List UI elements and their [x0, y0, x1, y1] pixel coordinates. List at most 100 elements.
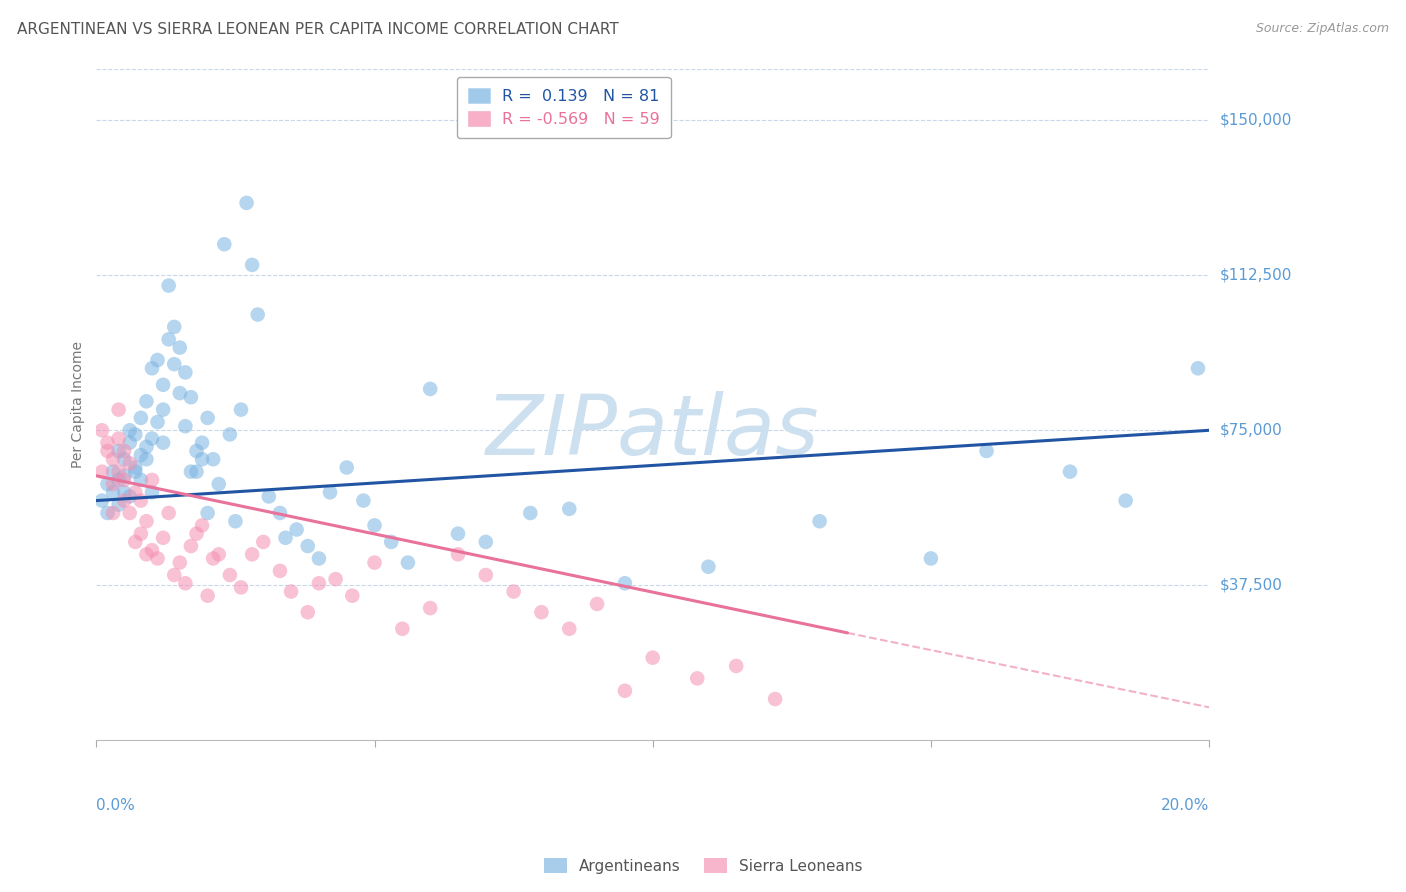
Point [447, 547, 470, 561]
Point [141, 473, 163, 487]
Point [224, 514, 246, 528]
Point [169, 341, 191, 355]
Point [269, 564, 291, 578]
Legend: Argentineans, Sierra Leoneans: Argentineans, Sierra Leoneans [537, 852, 869, 880]
Point [1187, 361, 1209, 376]
Point [101, 506, 124, 520]
Point [180, 390, 202, 404]
Point [808, 514, 831, 528]
Point [274, 531, 297, 545]
Point [135, 440, 157, 454]
Point [163, 320, 186, 334]
Point [252, 535, 274, 549]
Point [229, 581, 252, 595]
Point [129, 410, 152, 425]
Point [725, 659, 748, 673]
Text: 0.0%: 0.0% [97, 798, 135, 814]
Point [107, 498, 129, 512]
Point [152, 402, 174, 417]
Point [235, 195, 257, 210]
Point [101, 477, 124, 491]
Point [419, 382, 441, 396]
Point [112, 452, 135, 467]
Point [169, 386, 191, 401]
Point [101, 452, 124, 467]
Point [308, 576, 330, 591]
Point [218, 427, 240, 442]
Point [342, 589, 364, 603]
Point [280, 584, 302, 599]
Point [101, 465, 124, 479]
Point [90, 465, 112, 479]
Text: 20.0%: 20.0% [1161, 798, 1209, 814]
Point [502, 584, 524, 599]
Point [336, 460, 359, 475]
Point [1115, 493, 1137, 508]
Text: Source: ZipAtlas.com: Source: ZipAtlas.com [1256, 22, 1389, 36]
Point [135, 394, 157, 409]
Point [112, 485, 135, 500]
Point [152, 531, 174, 545]
Point [325, 572, 347, 586]
Point [586, 597, 609, 611]
Point [363, 556, 385, 570]
Point [352, 493, 374, 508]
Point [920, 551, 942, 566]
Point [141, 361, 163, 376]
Point [180, 465, 202, 479]
Point [135, 514, 157, 528]
Point [118, 423, 141, 437]
Point [197, 506, 219, 520]
Point [319, 485, 342, 500]
Point [107, 432, 129, 446]
Text: ARGENTINEAN VS SIERRA LEONEAN PER CAPITA INCOME CORRELATION CHART: ARGENTINEAN VS SIERRA LEONEAN PER CAPITA… [17, 22, 619, 37]
Point [174, 419, 197, 434]
Point [240, 547, 263, 561]
Point [169, 556, 191, 570]
Point [146, 551, 169, 566]
Point [202, 551, 225, 566]
Point [112, 473, 135, 487]
Point [163, 568, 186, 582]
Point [613, 576, 636, 591]
Point [186, 465, 208, 479]
Point [118, 435, 141, 450]
Point [174, 576, 197, 591]
Point [186, 526, 208, 541]
Point [197, 410, 219, 425]
Point [96, 477, 118, 491]
Point [613, 683, 636, 698]
Text: ZIPatlas: ZIPatlas [486, 391, 820, 472]
Point [197, 589, 219, 603]
Point [129, 473, 152, 487]
Point [558, 501, 581, 516]
Point [180, 539, 202, 553]
Point [96, 506, 118, 520]
Point [257, 490, 280, 504]
Point [191, 518, 214, 533]
Point [214, 237, 236, 252]
Point [297, 539, 319, 553]
Point [976, 444, 998, 458]
Point [118, 456, 141, 470]
Point [90, 493, 112, 508]
Y-axis label: Per Capita Income: Per Capita Income [72, 341, 86, 468]
Text: $112,500: $112,500 [1220, 268, 1292, 283]
Point [124, 535, 146, 549]
Point [135, 547, 157, 561]
Point [240, 258, 263, 272]
Point [152, 377, 174, 392]
Point [90, 423, 112, 437]
Point [118, 490, 141, 504]
Text: $150,000: $150,000 [1220, 112, 1292, 128]
Point [124, 460, 146, 475]
Point [129, 493, 152, 508]
Point [141, 543, 163, 558]
Point [419, 601, 441, 615]
Point [101, 485, 124, 500]
Point [246, 308, 269, 322]
Point [107, 473, 129, 487]
Point [1059, 465, 1081, 479]
Point [124, 427, 146, 442]
Point [124, 465, 146, 479]
